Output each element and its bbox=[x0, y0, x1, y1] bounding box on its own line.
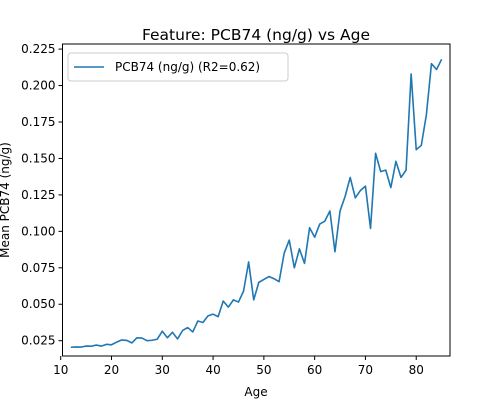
x-axis-label: Age bbox=[244, 385, 267, 399]
y-tick-label: 0.075 bbox=[21, 261, 55, 275]
y-axis-label: Mean PCB74 (ng/g) bbox=[0, 142, 12, 258]
x-tick-label: 10 bbox=[53, 363, 68, 377]
legend: PCB74 (ng/g) (R2=0.62) bbox=[67, 52, 289, 82]
x-tick-label: 20 bbox=[104, 363, 119, 377]
x-tick-label: 40 bbox=[205, 363, 220, 377]
plot-background bbox=[62, 44, 450, 356]
series-line-pcb74 bbox=[70, 58, 443, 349]
x-tick-label: 50 bbox=[256, 363, 271, 377]
chart-title: Feature: PCB74 (ng/g) vs Age bbox=[142, 26, 370, 44]
y-tick-label: 0.175 bbox=[21, 115, 55, 129]
plot-frame bbox=[62, 43, 451, 357]
y-tick-label: 0.125 bbox=[21, 188, 55, 202]
legend-entry-pcb74: PCB74 (ng/g) (R2=0.62) bbox=[115, 60, 260, 74]
y-tick-label: 0.200 bbox=[21, 79, 55, 93]
y-tick-label: 0.225 bbox=[21, 42, 55, 56]
x-tick-label: 30 bbox=[155, 363, 170, 377]
x-tick-label: 70 bbox=[358, 363, 373, 377]
y-axis-ticks: 0.025 0.050 0.075 0.100 0.125 0.150 0.175 0.200… bbox=[21, 42, 63, 348]
y-tick-label: 0.150 bbox=[21, 151, 55, 165]
y-tick-label: 0.050 bbox=[21, 297, 55, 311]
x-axis-ticks: 10 20 30 40 50 60 70 80 bbox=[53, 356, 424, 377]
x-tick-label: 60 bbox=[307, 363, 322, 377]
x-tick-label: 80 bbox=[409, 363, 424, 377]
y-tick-label: 0.025 bbox=[21, 334, 55, 348]
y-tick-label: 0.100 bbox=[21, 224, 55, 238]
legend-box bbox=[67, 52, 289, 82]
